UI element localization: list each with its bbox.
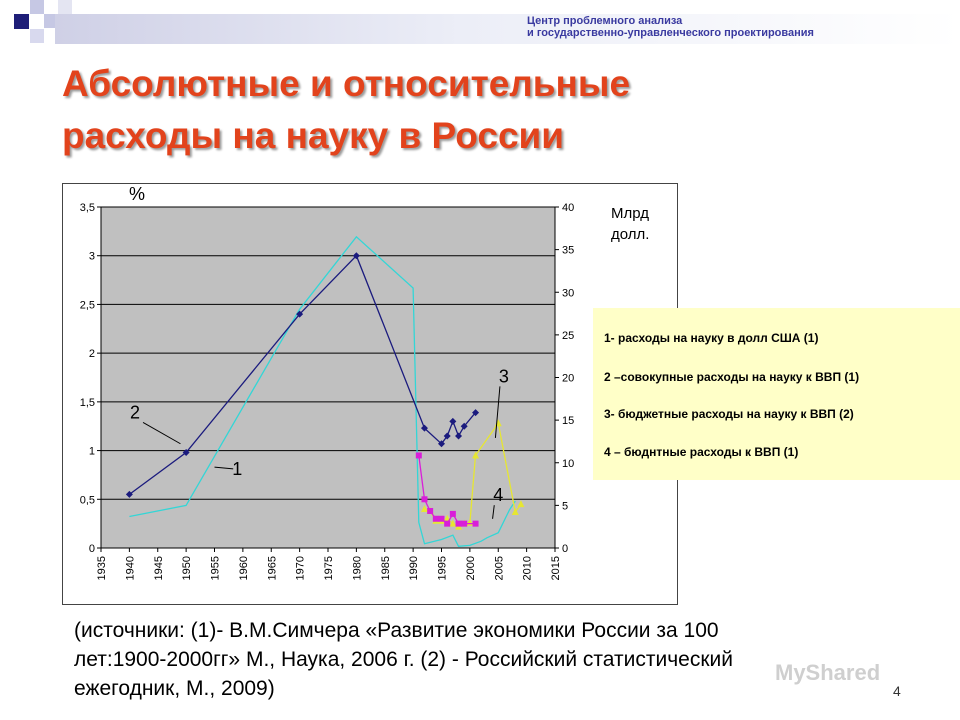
left-axis-unit: % bbox=[129, 184, 145, 204]
x-tick-label: 2015 bbox=[550, 556, 562, 580]
plot-area bbox=[100, 206, 556, 549]
x-tick-label: 1940 bbox=[124, 556, 136, 580]
x-tick-label: 2000 bbox=[465, 556, 477, 580]
y-left-tick-label: 3 bbox=[89, 251, 95, 263]
y-left-tick-label: 1 bbox=[89, 446, 95, 458]
watermark: MyShared bbox=[775, 660, 881, 685]
legend-item-4: 4 – бюднтные расходы к ВВП (1) bbox=[604, 445, 799, 459]
y-right-tick-label: 0 bbox=[562, 543, 568, 555]
series-3-point bbox=[420, 505, 428, 513]
series-4-point bbox=[472, 520, 479, 527]
series-2-point bbox=[420, 424, 428, 432]
series-2-point bbox=[455, 432, 463, 440]
sources-note: (источники: (1)- В.М.Симчера «Развитие э… bbox=[74, 616, 874, 703]
series-2-point bbox=[352, 252, 360, 260]
x-tick-label: 1960 bbox=[238, 556, 250, 580]
series-line-1 bbox=[129, 235, 516, 547]
slide-title-line-2: расходы на науку в России bbox=[62, 115, 565, 156]
y-right-tick-label: 35 bbox=[562, 245, 574, 257]
series-4-point bbox=[455, 520, 462, 527]
y-left-tick-label: 1,5 bbox=[80, 397, 95, 409]
series-2-point bbox=[443, 432, 451, 440]
x-tick-label: 2005 bbox=[493, 556, 505, 580]
y-left-tick-label: 2 bbox=[89, 348, 95, 360]
y-left-tick-label: 2,5 bbox=[80, 299, 95, 311]
sources-line-2: лет:1900-2000гг» М., Наука, 2006 г. (2) … bbox=[74, 648, 733, 671]
y-right-tick-label: 15 bbox=[562, 415, 574, 427]
series-3-point bbox=[449, 519, 457, 527]
series-2-point bbox=[472, 409, 480, 417]
series-3-point bbox=[472, 451, 480, 459]
x-tick-label: 2010 bbox=[522, 556, 534, 580]
y-right-tick-label: 25 bbox=[562, 330, 574, 342]
x-tick-label: 1970 bbox=[295, 556, 307, 580]
sources-line-3: ежегодник, М., 2009) bbox=[74, 677, 275, 700]
header-bar bbox=[55, 14, 960, 44]
decorative-squares bbox=[0, 0, 80, 60]
chart-svg: 0 0,5 1 1,5 2 2,5 3 3,5 0 5 10 15 20 25 30 35 40 1935 1940… bbox=[80, 184, 650, 580]
y-right-tick-label: 20 bbox=[562, 373, 574, 385]
y-right-tick-label: 5 bbox=[562, 500, 568, 512]
series-4-point bbox=[427, 507, 434, 514]
series-4-point bbox=[421, 496, 428, 503]
y-left-tick-label: 0 bbox=[89, 543, 95, 555]
y-right-tick-label: 10 bbox=[562, 458, 574, 470]
x-tick-label: 1985 bbox=[380, 556, 392, 580]
series-2-point bbox=[296, 310, 304, 318]
right-axis-unit-line-1: Млрд bbox=[611, 205, 649, 222]
series-2-point bbox=[460, 422, 468, 430]
series-2-point bbox=[449, 417, 457, 425]
x-tick-label: 1980 bbox=[351, 556, 363, 580]
series-label-leader-2 bbox=[142, 421, 181, 445]
series-4-point bbox=[438, 515, 445, 522]
legend-item-3: 3- бюджетные расходы на науку к ВВП (2) bbox=[604, 407, 854, 421]
x-tick-label: 1975 bbox=[323, 556, 335, 580]
series-2-point bbox=[125, 490, 133, 498]
y-right-tick-label: 30 bbox=[562, 287, 574, 299]
series-label-2: 2 bbox=[130, 402, 140, 422]
chart-frame: 0 0,5 1 1,5 2 2,5 3 3,5 0 5 10 15 20 25 30 35 40 1935 1940… bbox=[62, 183, 678, 605]
slide-title: Абсолютные и относительные расходы на на… bbox=[62, 58, 882, 162]
x-tick-label: 1990 bbox=[408, 556, 420, 580]
slide-title-line-1: Абсолютные и относительные bbox=[62, 63, 631, 104]
y-left-tick-label: 0,5 bbox=[80, 494, 95, 506]
legend-item-1: 1- расходы на науку в долл США (1) bbox=[604, 331, 819, 345]
page-number: 4 bbox=[893, 683, 901, 699]
legend-item-2: 2 –совокупные расходы на науку к ВВП (1) bbox=[604, 370, 860, 384]
y-right-tick-label: 40 bbox=[562, 202, 574, 214]
organization-name: Центр проблемного анализа и государствен… bbox=[527, 15, 814, 39]
series-2-point bbox=[438, 440, 445, 448]
series-4-point bbox=[415, 452, 422, 459]
series-label-3: 3 bbox=[499, 366, 509, 386]
series-4-point bbox=[461, 520, 468, 527]
series-2-point bbox=[182, 449, 190, 457]
series-4-point bbox=[444, 520, 451, 527]
series-label-1: 1 bbox=[232, 459, 242, 479]
organization-line-2: и государственно-управленческого проекти… bbox=[527, 27, 814, 39]
series-label-leader-3 bbox=[494, 386, 501, 438]
x-tick-label: 1965 bbox=[266, 556, 278, 580]
series-4-point bbox=[432, 515, 439, 522]
series-4-point bbox=[449, 510, 456, 517]
series-label-leader-4 bbox=[492, 505, 495, 519]
x-tick-label: 1995 bbox=[437, 556, 449, 580]
organization-line-1: Центр проблемного анализа bbox=[527, 15, 683, 27]
series-label-leader-1 bbox=[214, 466, 234, 470]
y-left-tick-label: 3,5 bbox=[80, 202, 95, 214]
x-tick-label: 1945 bbox=[153, 556, 165, 580]
series-label-4: 4 bbox=[493, 485, 503, 505]
right-axis-unit-line-2: долл. bbox=[611, 226, 649, 243]
x-tick-label: 1955 bbox=[210, 556, 222, 580]
sources-line-1: (источники: (1)- В.М.Симчера «Развитие э… bbox=[74, 619, 719, 642]
x-tick-label: 1935 bbox=[96, 556, 108, 580]
x-tick-label: 1950 bbox=[181, 556, 193, 580]
series-3-point bbox=[517, 500, 525, 508]
legend: 1- расходы на науку в долл США (1) 2 –со… bbox=[593, 308, 960, 480]
series-3-point bbox=[511, 507, 519, 515]
